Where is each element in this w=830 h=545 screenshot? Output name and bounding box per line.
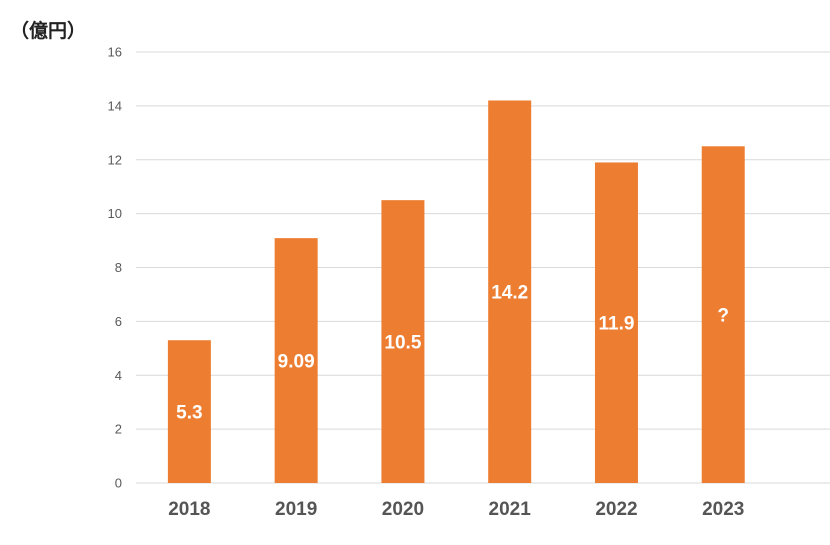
x-tick-label: 2022: [595, 499, 637, 520]
y-tick-label: 14: [108, 98, 122, 113]
x-tick-label: 2023: [702, 499, 744, 520]
y-axis-ticks: 0 2 4 6 8 10 12 14 16: [108, 45, 122, 491]
bars: [167, 100, 745, 484]
data-label-2022: 11.9: [598, 314, 634, 335]
x-axis-ticks: 2018 2019 2020 2021 2022 2023: [168, 499, 744, 520]
y-tick-label: 8: [115, 260, 122, 275]
y-axis-unit-label: （億円）: [10, 20, 87, 42]
y-tick-label: 2: [115, 422, 122, 437]
bar-2019: [274, 238, 318, 483]
data-label-2019: 9.09: [278, 352, 315, 373]
x-tick-label: 2021: [489, 499, 532, 520]
data-labels: 5.3 9.09 10.5 14.2 11.9?: [176, 283, 729, 424]
data-label-2018: 5.3: [176, 403, 202, 424]
y-tick-label: 10: [108, 206, 122, 221]
bar-2021: [488, 100, 532, 484]
y-tick-label: 6: [115, 314, 122, 329]
bar-2018: [167, 340, 211, 483]
data-label-2021: 14.2: [491, 283, 528, 304]
x-tick-label: 2019: [275, 499, 317, 520]
bar-2023: [701, 146, 745, 483]
y-tick-label: 0: [115, 476, 122, 491]
bar-2020: [381, 200, 425, 483]
data-label-2020: 10.5: [384, 333, 421, 354]
x-tick-label: 2018: [168, 499, 210, 520]
bar-2022: [594, 162, 638, 483]
y-tick-label: 4: [115, 368, 122, 383]
y-tick-label: 12: [108, 152, 122, 167]
data-label-2023: ?: [717, 306, 729, 327]
y-tick-label: 16: [108, 45, 122, 60]
x-tick-label: 2020: [382, 499, 424, 520]
